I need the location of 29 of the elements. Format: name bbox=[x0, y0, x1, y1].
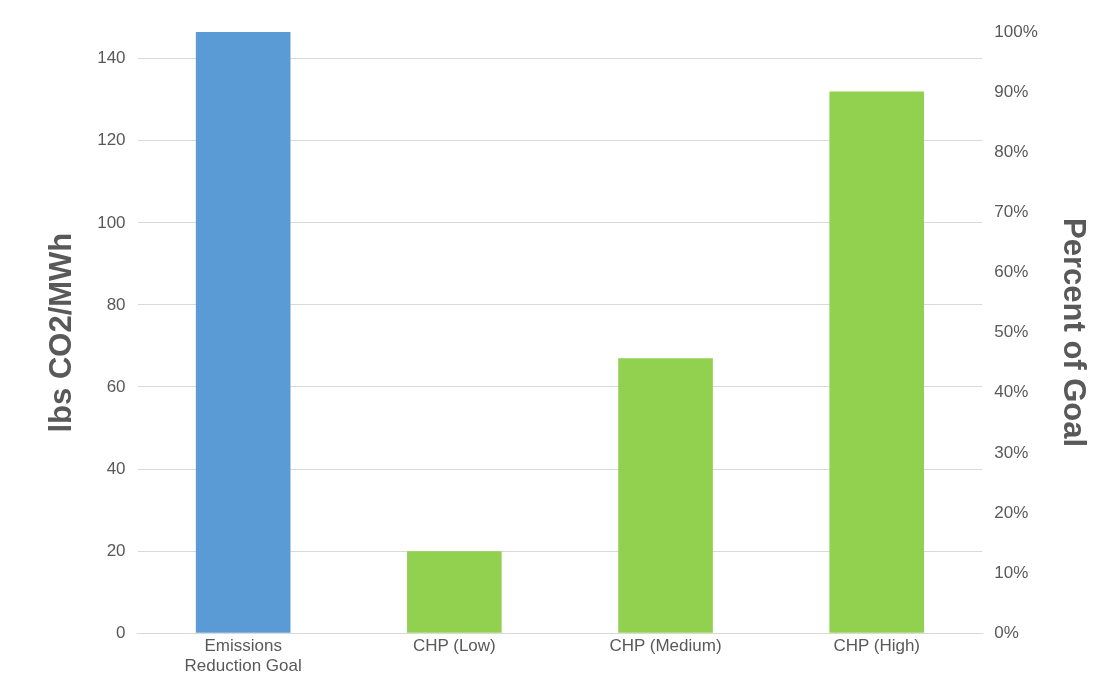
y2-tick-label: 30% bbox=[994, 442, 1029, 462]
x-tick-label: Emissions Reduction Goal bbox=[184, 636, 302, 676]
y2-axis-title: Percent of Goal bbox=[1056, 218, 1092, 448]
y-tick-label: 80 bbox=[106, 294, 126, 314]
y2-tick-label: 10% bbox=[994, 562, 1029, 582]
bar bbox=[407, 551, 502, 633]
bar bbox=[829, 91, 925, 633]
y-tick-label: 60 bbox=[106, 376, 126, 396]
y-tick-label: 140 bbox=[97, 48, 126, 68]
y-tick-label: 0 bbox=[116, 622, 126, 642]
x-tick-label: CHP (Low) bbox=[412, 636, 496, 656]
y-tick-label: 40 bbox=[106, 458, 126, 478]
y2-tick-label: 0% bbox=[994, 622, 1019, 642]
y2-tick-label: 70% bbox=[994, 202, 1029, 222]
bar bbox=[195, 32, 291, 633]
y2-tick-label: 100% bbox=[994, 21, 1038, 41]
y2-tick-label: 80% bbox=[994, 141, 1029, 161]
y-tick-label: 20 bbox=[106, 540, 126, 560]
bar bbox=[618, 358, 713, 633]
y-tick-label: 120 bbox=[97, 130, 126, 150]
y-tick-label: 100 bbox=[97, 212, 126, 232]
x-tick-label: CHP (High) bbox=[833, 636, 921, 656]
y-axis-title: lbs CO2/MWh bbox=[43, 232, 79, 433]
y2-tick-label: 90% bbox=[994, 81, 1029, 101]
y2-tick-label: 50% bbox=[994, 322, 1029, 342]
x-tick-label: CHP (Medium) bbox=[609, 636, 722, 656]
y2-tick-label: 60% bbox=[994, 262, 1029, 282]
y2-tick-label: 40% bbox=[994, 382, 1029, 402]
y2-tick-label: 20% bbox=[994, 502, 1029, 522]
